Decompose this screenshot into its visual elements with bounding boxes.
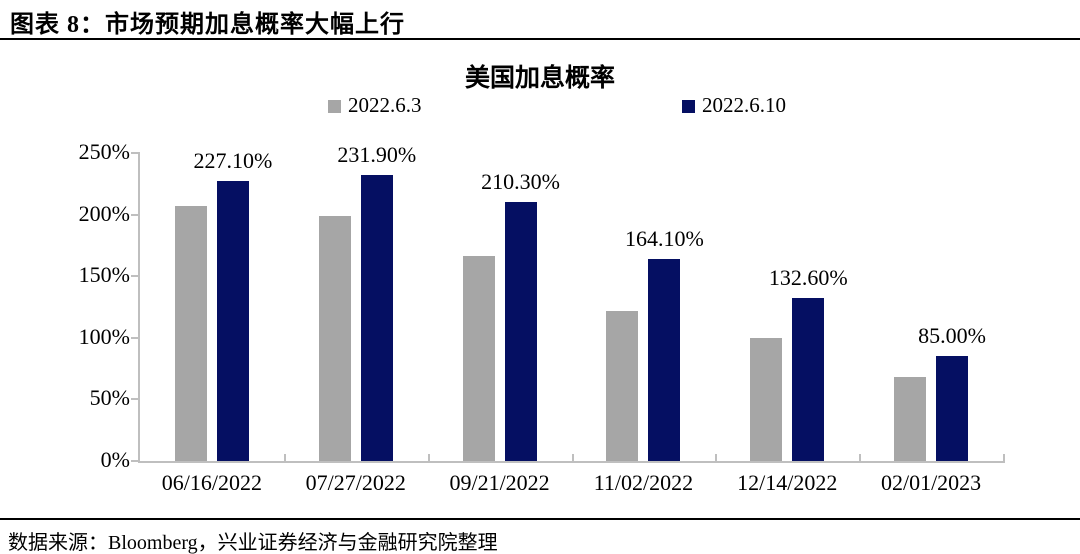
y-axis-tick-label: 0% <box>100 447 130 472</box>
legend-swatch-icon <box>328 100 341 113</box>
x-axis-category-label: 11/02/2022 <box>593 470 694 495</box>
y-axis-tick-label: 100% <box>78 323 130 349</box>
chart-title: 美国加息概率 <box>464 65 615 92</box>
y-axis-tick <box>131 152 140 154</box>
bar-series2 <box>792 297 825 461</box>
bar-series1 <box>750 337 783 461</box>
x-axis-category-label: 02/01/2023 <box>880 470 982 495</box>
x-axis-tick <box>715 454 718 461</box>
x-axis-tick <box>571 454 574 461</box>
bar-series1 <box>318 215 351 461</box>
x-axis-tick <box>283 454 286 461</box>
y-axis-tick <box>131 213 140 216</box>
bar-value-label: 132.60% <box>768 264 848 290</box>
bar-series2 <box>504 201 537 461</box>
x-axis-category-label: 12/14/2022 <box>737 470 838 495</box>
data-source: 数据来源：Bloomberg，兴业证券经济与金融研究院整理 <box>8 532 498 554</box>
bar-series2 <box>360 175 393 461</box>
x-axis-line <box>140 461 1005 463</box>
legend-item: 2022.6.10 <box>682 93 786 117</box>
figure-caption: 图表 8：市场预期加息概率大幅上行 <box>10 12 405 38</box>
x-axis-category-label: 09/21/2022 <box>449 470 550 495</box>
y-axis-tick-label: 200% <box>78 200 130 226</box>
bar-value-label: 231.90% <box>337 142 417 168</box>
bar-series2 <box>216 181 249 461</box>
bar-value-label: 210.30% <box>481 168 560 194</box>
y-axis-tick <box>131 398 140 401</box>
x-axis-category-label: 06/16/2022 <box>161 470 263 495</box>
bar-series2 <box>936 356 969 461</box>
legend-label: 2022.6.10 <box>702 93 786 117</box>
bar-value-label: 227.10% <box>193 148 273 174</box>
legend-item: 2022.6.3 <box>328 93 422 117</box>
y-axis-tick <box>131 460 140 462</box>
figure-footer: 数据来源：Bloomberg，兴业证券经济与金融研究院整理 <box>0 518 1080 554</box>
y-axis-tick-label: 150% <box>78 262 130 288</box>
y-axis-tick <box>131 336 140 339</box>
y-axis-line <box>138 153 140 463</box>
bar-value-label: 85.00% <box>918 323 986 349</box>
legend-swatch-icon <box>682 100 695 113</box>
y-axis-tick-label: 250% <box>78 139 130 164</box>
bar-value-label: 164.10% <box>624 225 704 251</box>
y-axis-tick <box>131 275 140 278</box>
bar-series2 <box>648 258 681 461</box>
bar-series1 <box>894 377 927 461</box>
figure-header: 图表 8：市场预期加息概率大幅上行 <box>0 0 1080 40</box>
bar-series1 <box>174 205 207 461</box>
x-axis-tick <box>427 454 430 461</box>
bar-series1 <box>462 256 495 461</box>
y-axis-tick-label: 50% <box>89 385 130 411</box>
legend-label: 2022.6.3 <box>348 93 422 117</box>
x-axis-tick <box>859 454 862 461</box>
x-axis-category-label: 07/27/2022 <box>305 470 406 495</box>
bar-series1 <box>606 310 639 461</box>
x-axis-tick <box>1003 454 1005 461</box>
